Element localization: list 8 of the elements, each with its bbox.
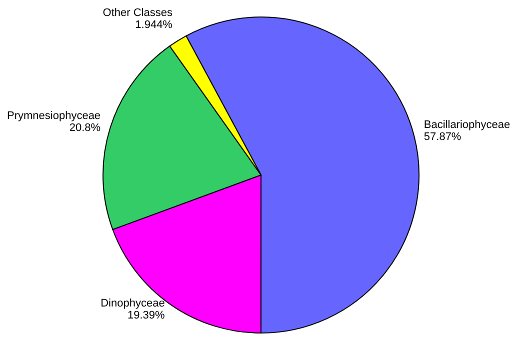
data-label: 19.39%	[128, 310, 166, 322]
data-label: 20.8%	[69, 122, 101, 134]
slice-label: Prymnesiophyceae	[7, 110, 101, 122]
slice-label: Dinophyceae	[100, 298, 165, 310]
data-label: 57.87%	[424, 130, 462, 143]
data-label: 1.944%	[135, 19, 173, 32]
slice-label: Bacillariophyceae	[424, 118, 510, 131]
slice-label: Other Classes	[102, 7, 173, 20]
